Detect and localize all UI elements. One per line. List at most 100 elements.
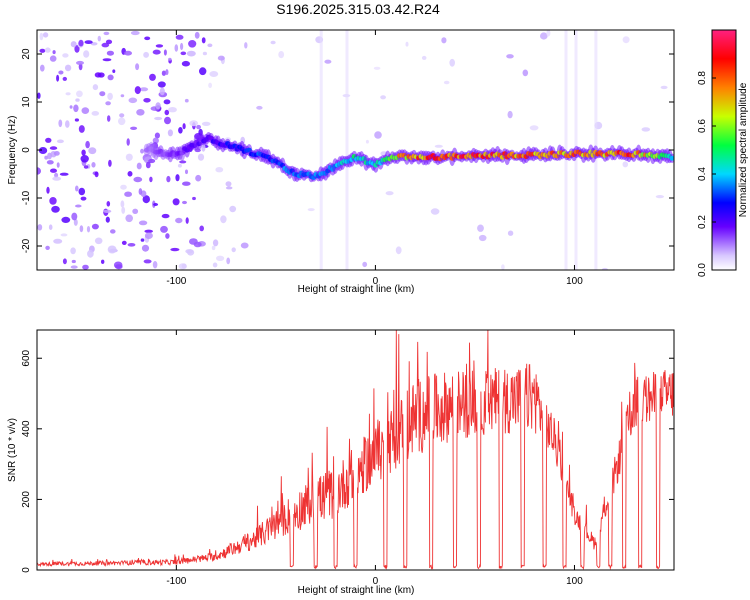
colorbar-tick-label: 0.0	[697, 263, 708, 277]
spectrogram-noise-cell	[125, 214, 133, 223]
spectrogram-noise-cell	[187, 249, 195, 256]
spectrogram-noise-cell	[144, 36, 151, 41]
spectrogram-noise-cell	[120, 94, 125, 98]
spectrogram-noise-cell	[443, 80, 450, 85]
spectrogram-noise-cell	[324, 59, 332, 64]
spectrogram-noise-cell	[130, 30, 140, 36]
spectrogram-noise-cell	[208, 82, 213, 89]
spectrogram-noise-cell	[374, 131, 382, 139]
spectrogram-noise-cell	[185, 217, 189, 224]
spectrogram-noise-cell	[58, 70, 64, 75]
spectrogram-noise-cell	[87, 249, 94, 258]
spectrogram-noise-cell	[49, 146, 58, 150]
spectrogram-noise-cell	[182, 123, 186, 130]
spectrogram-noise-cell	[449, 58, 456, 67]
spectrogram-noise-cell	[152, 137, 159, 144]
spectrogram-noise-cell	[49, 197, 57, 205]
spectrogram-noise-cell	[56, 162, 60, 168]
spectrogram-noise-cell	[56, 139, 64, 144]
snr-ytick-label: 400	[21, 420, 32, 437]
spectrogram-noise-cell	[94, 72, 102, 78]
spectrogram-noise-cell	[196, 124, 202, 130]
spectrogram-noise-cell	[199, 67, 207, 76]
spectrogram-noise-cell	[215, 167, 224, 173]
spectrogram-noise-cell	[69, 105, 73, 109]
spectrogram-noise-cell	[132, 208, 139, 214]
spectrogram-noise-cell	[164, 109, 170, 116]
spectrogram-noise-cell	[217, 55, 225, 61]
spectrogram-noise-cell	[99, 91, 106, 97]
colorbar: 0.0 0.2 0.4 0.6 0.8 Normalized spectral ampl…	[697, 29, 749, 277]
spectrogram-noise-cell	[506, 54, 514, 59]
spectrogram-noise-cell	[165, 69, 169, 76]
spectrogram-noise-cell	[256, 105, 263, 110]
spectrogram-noise-cell	[92, 84, 99, 91]
spectrogram-noise-cell	[138, 220, 148, 226]
spectrogram-noise-cell	[70, 265, 78, 269]
spectrogram-noise-cell	[193, 241, 202, 248]
snr-ticks: -100 0 100 0 200 400 600	[21, 330, 674, 587]
spectrogram-noise-cell	[50, 168, 57, 173]
spectrogram-noise-cell	[73, 104, 79, 113]
spectrogram-noise-cell	[37, 92, 41, 99]
spectrogram-noise-cell	[153, 203, 159, 206]
spectrogram-noise-cell	[195, 174, 202, 182]
spectrogram-noise-cell	[395, 246, 402, 255]
spectrogram-noise-cell	[180, 51, 187, 56]
spectrogram-noise-cell	[91, 223, 99, 230]
spectrogram-noise-cell	[120, 200, 125, 208]
spectrogram-noise-cell	[178, 263, 187, 270]
spectrogram-noise-cell	[177, 163, 182, 168]
spectrogram-noise-cell	[58, 119, 63, 128]
spectrogram-noise-cell	[202, 51, 207, 56]
spectrogram-noise-cell	[201, 121, 211, 126]
spectrogram-noise-cell	[62, 258, 67, 265]
spectrogram-noise-cell	[126, 138, 130, 146]
spectrogram-noise-cell	[405, 41, 409, 47]
spectrogram-noise-cell	[61, 216, 71, 223]
snr-ylabel: SNR (10 * v/v)	[7, 418, 18, 482]
spectrogram-noise-cell	[45, 245, 50, 250]
spectrogram-noise-cell	[229, 205, 237, 213]
spectrogram-noise-cell	[53, 151, 60, 156]
spectrogram-noise-cell	[110, 229, 116, 234]
spectrogram-noise-cell	[91, 111, 100, 116]
spectrogram-noise-cell	[107, 115, 111, 122]
spectrogram-noise-cell	[136, 162, 142, 170]
spectrogram-noise-cell	[54, 172, 59, 178]
spectrogram-xlabel: Height of straight line (km)	[298, 284, 415, 295]
spectrogram-noise-cell	[71, 259, 76, 264]
spectrogram-noise-cell	[522, 69, 529, 77]
spectrogram-noise-cell	[91, 162, 96, 168]
snr-xtick-label: -100	[166, 576, 186, 587]
spectrogram-noise-cell	[179, 160, 187, 164]
spectrogram-noise-cell	[641, 127, 651, 132]
spectrogram-noise-cell	[139, 87, 149, 92]
snr-ytick-label: 200	[21, 491, 32, 508]
spectrogram-noise-cell	[101, 42, 110, 48]
spectrogram-noise-cell	[194, 31, 200, 39]
spectrogram-noise-cell	[65, 120, 70, 128]
spectrogram-noise-cell	[231, 247, 236, 253]
spectrogram-noise-cell	[107, 92, 113, 101]
spectrogram-noise-cell	[53, 238, 63, 244]
spectrogram-noise-cell	[149, 176, 153, 183]
spectrogram-noise-cell	[94, 237, 103, 245]
spectrogram-noise-cell	[143, 98, 151, 103]
spectrogram-noise-cell	[74, 45, 80, 53]
spectrogram-noise-cell	[186, 50, 196, 57]
spectrogram-noise-cell	[189, 120, 198, 127]
spectrogram-noise-cell	[201, 143, 206, 152]
spectrogram-noise-cell	[46, 186, 50, 194]
spectrogram-noise-cell	[168, 107, 177, 113]
spectrogram-noise-cell	[94, 171, 99, 178]
spectrogram-noise-cell	[175, 34, 184, 40]
snr-xtick-label: 0	[373, 576, 379, 587]
colorbar-label: Normalized spectral amplitude	[738, 82, 749, 217]
spectrogram-noise-cell	[477, 224, 484, 232]
spectrogram-noise-cell	[75, 185, 79, 192]
spectrogram-noise-cell	[161, 70, 166, 76]
spectrogram-noise-cell	[240, 242, 249, 249]
spectrogram-ytick-label: 20	[21, 48, 32, 60]
spectrogram-noise-cell	[105, 101, 111, 106]
